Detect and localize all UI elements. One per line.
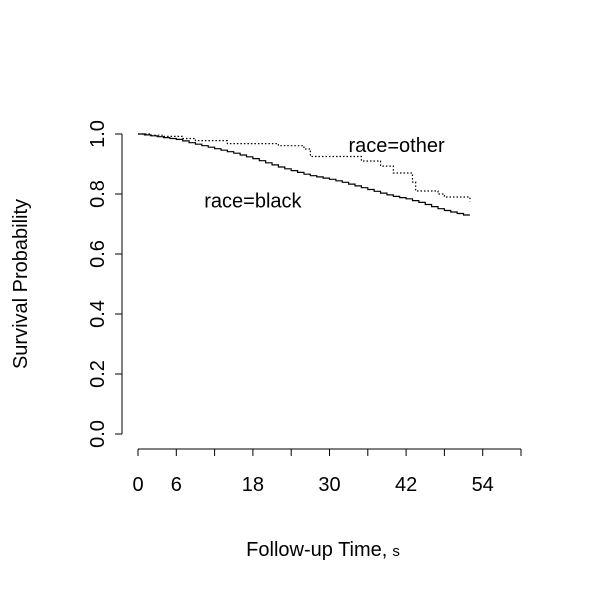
y-tick-label: 0.2 bbox=[87, 360, 109, 388]
series-label-black: race=black bbox=[204, 191, 302, 213]
x-tick-label: 54 bbox=[472, 474, 494, 496]
x-axis-title-unit: s bbox=[392, 543, 400, 560]
x-tick-label: 30 bbox=[318, 474, 340, 496]
x-tick-label: 0 bbox=[132, 474, 143, 496]
y-axis: 0.0 0.2 0.4 0.6 0.8 1.0 bbox=[87, 120, 123, 448]
y-axis-title: Survival Probability bbox=[10, 199, 32, 369]
x-tick-label: 6 bbox=[171, 474, 182, 496]
x-axis-title-text: Follow-up Time, bbox=[246, 539, 387, 561]
x-tick-label: 42 bbox=[395, 474, 417, 496]
x-axis: 0 6 18 30 42 54 bbox=[132, 448, 522, 496]
y-tick-label: 0.6 bbox=[87, 240, 109, 268]
series-label-other: race=other bbox=[348, 135, 445, 157]
y-tick-label: 0.8 bbox=[87, 180, 109, 208]
x-axis-title: Follow-up Time, s bbox=[246, 539, 400, 561]
survival-curve-other bbox=[138, 133, 471, 202]
x-tick-label: 18 bbox=[242, 474, 264, 496]
y-tick-label: 0.0 bbox=[87, 420, 109, 448]
y-tick-label: 1.0 bbox=[87, 120, 109, 148]
y-tick-label: 0.4 bbox=[87, 300, 109, 328]
plot-area bbox=[138, 133, 471, 216]
series-labels: race=black race=other bbox=[204, 135, 445, 213]
survival-curve-black bbox=[138, 133, 470, 216]
